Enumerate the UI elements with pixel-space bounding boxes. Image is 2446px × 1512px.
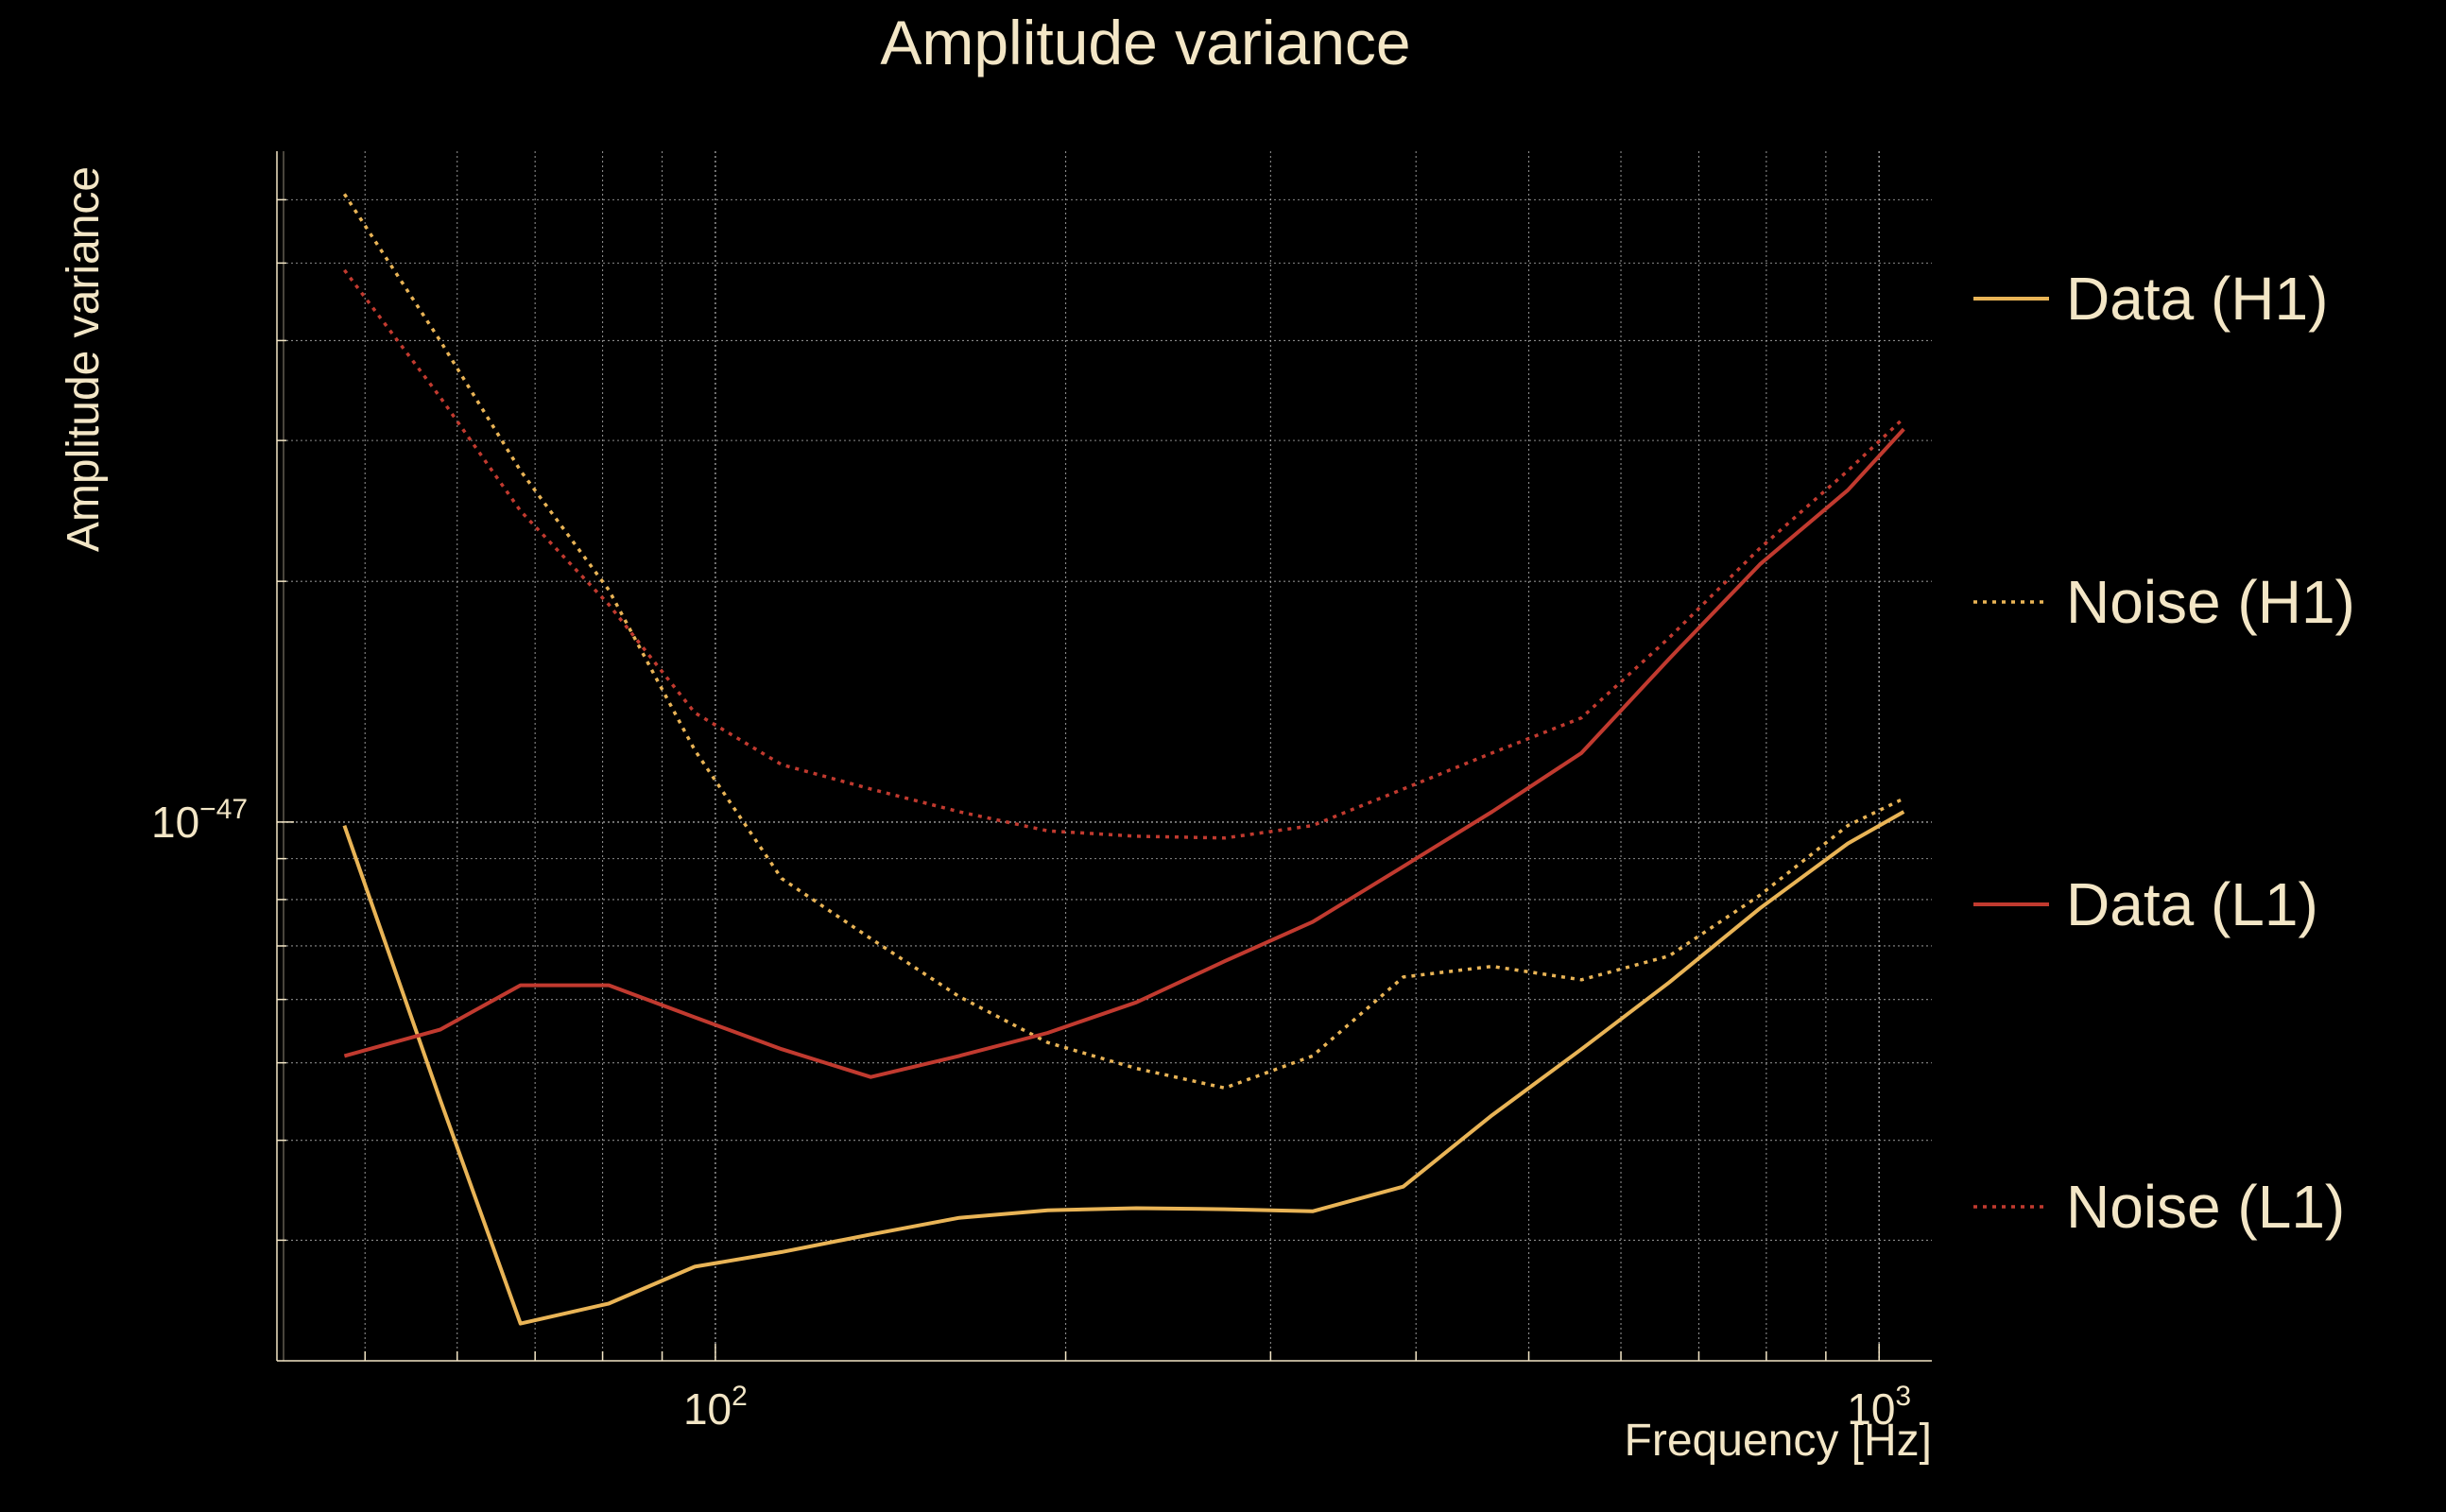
- grid: [277, 151, 1932, 1361]
- x-tick-label: 102: [683, 1381, 748, 1434]
- series-line-data-l1: [343, 427, 1905, 1079]
- series-line-noise-l1: [343, 268, 1905, 840]
- series-line-data-h1: [342, 810, 1905, 1326]
- legend: Data (H1) Noise (H1) Data (L1) Noise (L1): [1973, 265, 2355, 1241]
- chart-title: Amplitude variance: [880, 8, 1410, 77]
- y-tick-label: 10−47: [151, 794, 248, 847]
- x-tick-label: 103: [1847, 1381, 1911, 1434]
- x-axis-label: Frequency [Hz]: [1625, 1416, 1932, 1466]
- legend-label: Noise (H1): [2066, 568, 2355, 636]
- legend-label: Data (L1): [2066, 870, 2318, 938]
- tick-labels: 102 103 10−47: [151, 794, 1911, 1434]
- axes: [276, 151, 1932, 1362]
- series-lines: [342, 193, 1905, 1326]
- legend-label: Data (H1): [2066, 265, 2328, 333]
- legend-label: Noise (L1): [2066, 1173, 2345, 1241]
- y-axis-label: Amplitude variance: [59, 166, 109, 552]
